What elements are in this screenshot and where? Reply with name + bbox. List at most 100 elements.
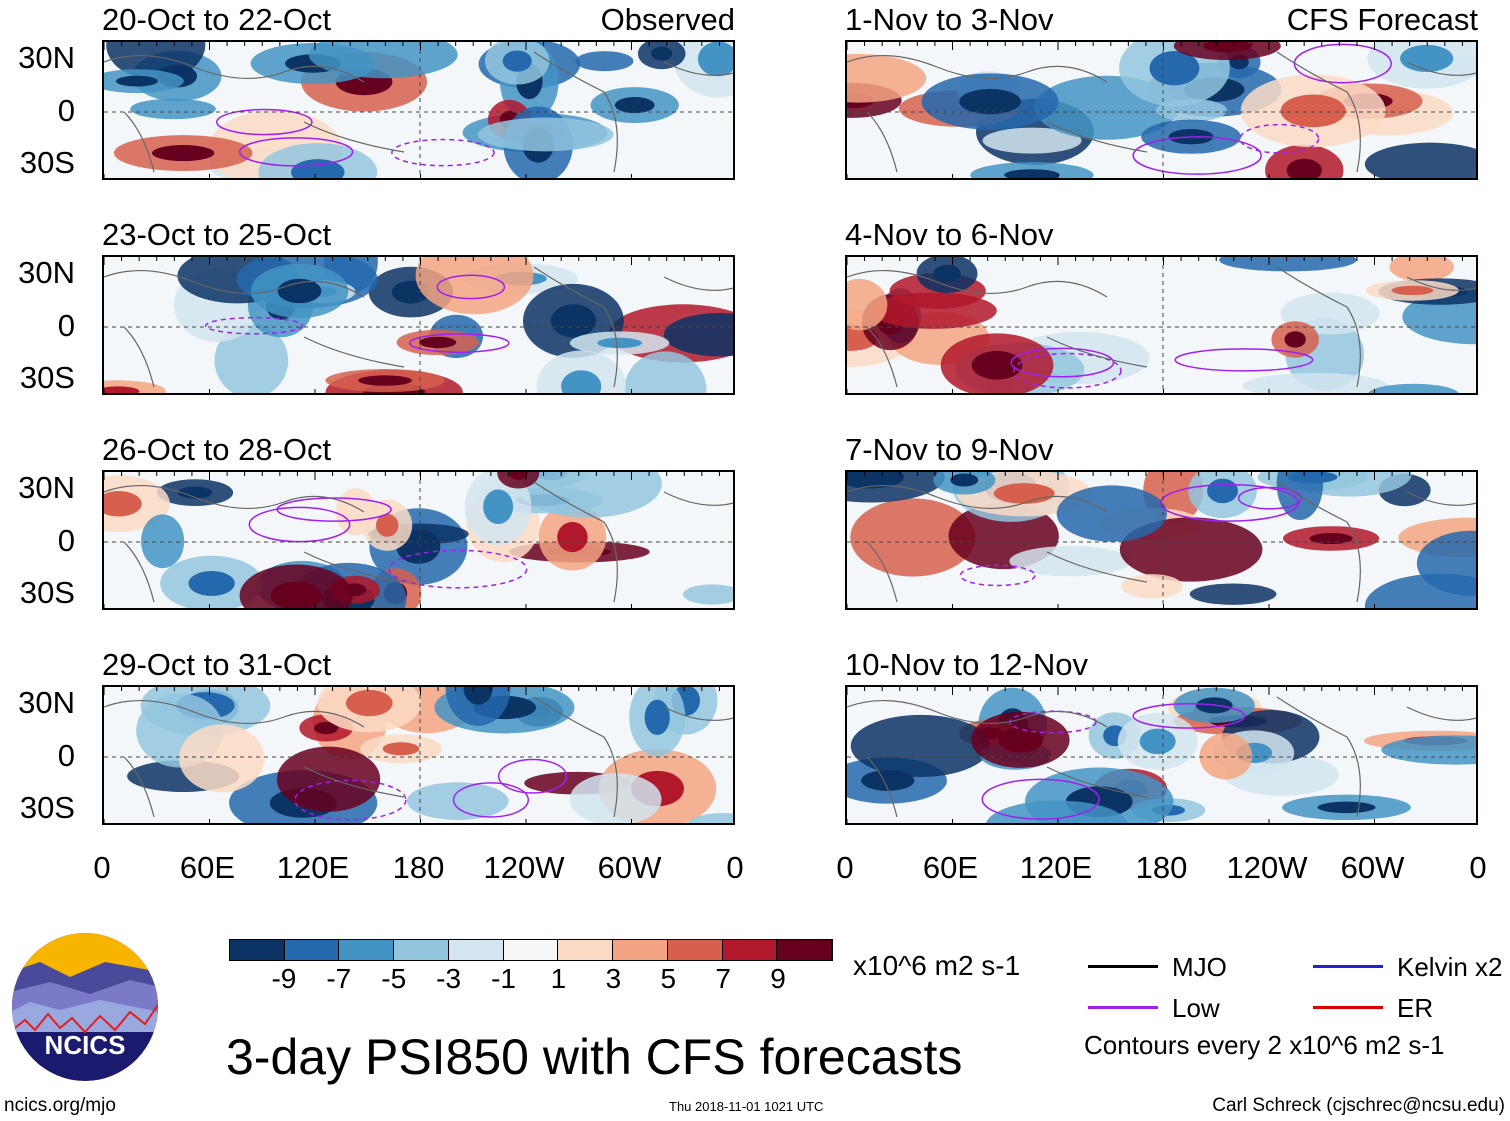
colorbar-swatch	[394, 940, 449, 960]
low-contour	[1013, 352, 1122, 389]
anomaly-blob	[847, 53, 927, 103]
footer-timestamp: Thu 2018-11-01 1021 UTC	[669, 1099, 824, 1114]
anomaly-blob	[179, 724, 265, 793]
panel-title: 10-Nov to 12-Nov	[845, 647, 1088, 682]
colorbar-tick-label: -7	[326, 963, 352, 994]
panel-title: 29-Oct to 31-Oct	[102, 647, 332, 682]
psi850-map	[102, 685, 735, 825]
anomaly-blob	[1189, 583, 1277, 605]
anomaly-blob	[575, 51, 634, 72]
coastlines	[847, 481, 1476, 603]
low-contour	[497, 758, 568, 794]
low-contour	[1174, 348, 1314, 372]
anomaly-blob	[663, 312, 733, 357]
colorbar-swatch	[667, 940, 723, 960]
coastlines	[104, 696, 733, 818]
lat-label: 30N	[18, 685, 75, 720]
panel-title: 23-Oct to 25-Oct	[102, 217, 332, 252]
colorbar-swatch	[722, 940, 778, 960]
legend-line	[1313, 1006, 1383, 1009]
psi850-map	[102, 40, 735, 180]
colorbar-swatch	[558, 940, 614, 960]
low-contour	[981, 778, 1100, 820]
anomaly-blob	[869, 292, 997, 329]
logo-text: NCICS	[45, 1030, 126, 1060]
psi850-map	[845, 40, 1478, 180]
lon-label: 60W	[1340, 850, 1405, 885]
lat-label: 30N	[18, 255, 75, 290]
anomaly-blob	[1121, 574, 1183, 599]
colorbar-swatch	[613, 940, 668, 960]
figure-title: 3-day PSI850 with CFS forecasts	[226, 1029, 963, 1085]
colorbar-tick-label: -5	[381, 963, 407, 994]
lon-label: 120W	[483, 850, 565, 885]
coastlines	[847, 266, 1476, 388]
lat-label: 30S	[19, 360, 75, 395]
psi850-map	[845, 255, 1478, 395]
anomaly-blob	[1381, 735, 1476, 765]
panel-title: 20-Oct to 22-Oct	[102, 2, 332, 37]
anomaly-blob	[141, 514, 185, 569]
contours-note: Contours every 2 x10^6 m2 s-1	[1084, 1030, 1445, 1060]
lon-label: 120E	[276, 850, 350, 885]
colorbar-tick-label: 5	[660, 963, 677, 994]
colorbar-swatch	[503, 940, 559, 960]
colorbar-swatch	[339, 940, 395, 960]
legend-line	[1313, 965, 1383, 968]
anomaly-blob	[515, 472, 662, 518]
panel-title: 4-Nov to 6-Nov	[845, 217, 1054, 252]
coastlines	[104, 51, 733, 173]
anomaly-blob	[415, 257, 534, 315]
legend-label: MJO	[1172, 952, 1227, 982]
lat-label: 30S	[19, 145, 75, 180]
lon-label: 0	[93, 850, 111, 885]
anomaly-blob	[850, 714, 991, 777]
anomaly-blob	[850, 498, 976, 577]
legend-label: ER	[1397, 993, 1434, 1023]
coastlines	[847, 51, 1476, 173]
anomaly-blob	[1364, 142, 1476, 178]
anomaly-blob	[1009, 545, 1132, 577]
legend-label: Kelvin x2	[1397, 952, 1503, 982]
anomaly-blob	[477, 117, 614, 152]
low-contour	[1132, 703, 1246, 729]
low-contour	[204, 316, 304, 335]
colorbar-swatch	[284, 940, 340, 960]
low-contour	[436, 274, 506, 300]
anomaly-blob	[1219, 257, 1357, 272]
colorbar-tick-label: -1	[491, 963, 516, 994]
anomaly-blob	[214, 323, 289, 393]
psi850-map	[845, 685, 1478, 825]
low-contour	[1010, 347, 1115, 378]
coastlines	[847, 696, 1476, 818]
colorbar-swatch	[230, 940, 285, 960]
lon-label: 120W	[1226, 850, 1308, 885]
anomaly-blob	[569, 773, 662, 823]
colorbar-tick-label: 9	[770, 963, 786, 994]
colorbar-tick-label: -3	[436, 963, 462, 994]
coastlines	[104, 481, 733, 603]
low-contour	[1132, 136, 1262, 175]
panel-source-label: Observed	[600, 2, 735, 37]
colorbar-units: x10^6 m2 s-1	[853, 950, 1021, 981]
anomaly-blob	[1119, 517, 1263, 582]
psi850-map	[102, 255, 735, 395]
low-contour	[276, 497, 392, 522]
legend-line	[1088, 1006, 1158, 1009]
low-contour	[1239, 123, 1320, 154]
anomaly-blob	[847, 278, 888, 331]
colorbar-tick-label: -9	[271, 963, 297, 994]
anomaly-blob	[683, 584, 733, 605]
legend-line	[1088, 965, 1158, 968]
lat-label: 30N	[18, 40, 75, 75]
anomaly-blob	[982, 127, 1082, 154]
lon-label: 60E	[179, 850, 236, 885]
anomaly-blob	[1056, 485, 1167, 542]
low-contour	[1237, 486, 1302, 510]
lat-label: 30S	[19, 790, 75, 825]
anomaly-blob	[624, 351, 707, 393]
footer-url[interactable]: ncics.org/mjo	[4, 1095, 116, 1116]
anomaly-blob	[1389, 257, 1454, 282]
lat-label: 0	[57, 523, 75, 558]
colorbar	[229, 939, 833, 961]
